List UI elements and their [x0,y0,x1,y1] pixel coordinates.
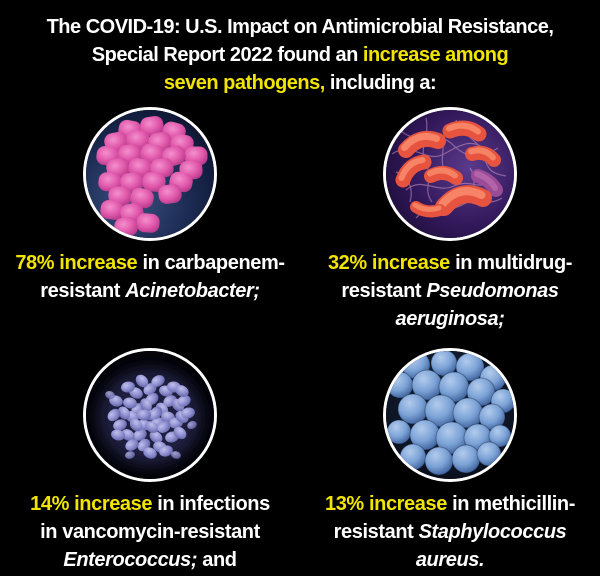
header-text: The COVID-19: U.S. Impact on Antimicrobi… [46,16,554,38]
caption-line: 14% increase in infections [30,490,270,518]
caption-line: in vancomycin-resistant [30,518,270,546]
staph-aureus-photo-ring [383,348,517,482]
purple-cocci-cluster [105,374,197,459]
header-text: including a: [324,72,437,94]
pathogen-name: Acinetobacter; [125,280,260,302]
header-line-2: Special Report 2022 found an increase am… [0,41,600,69]
blue-sphere-cluster [386,351,514,476]
caption-pseudomonas: 32% increase in multidrug- resistant Pse… [327,249,573,333]
pink-cocci-cluster [96,116,208,237]
pseudomonas-photo-ring [383,107,517,241]
pathogen-name: Staphylococcus [418,521,567,543]
caption-acinetobacter: 78% increase in carbapenem- resistant Ac… [15,249,285,305]
enterococcus-photo-ring [83,348,217,482]
stat-highlight: 13% increase [324,493,447,515]
header-text: Special Report 2022 found an [91,44,363,66]
caption-text: in infections [152,493,270,515]
caption-line: resistant Acinetobacter; [15,277,284,305]
pathogen-grid: 78% increase in carbapenem- resistant Ac… [0,107,600,574]
header-line-3: seven pathogens, including a: [0,69,600,97]
stat-highlight: 78% increase [15,252,138,274]
stat-highlight: 32% increase [327,252,450,274]
acinetobacter-photo-ring [83,107,217,241]
caption-text: resistant [341,280,427,302]
caption-text: in multidrug- [449,252,573,274]
caption-line: resistant Pseudomonas [328,277,572,305]
pathogen-name: Pseudomonas [426,280,559,302]
caption-text: in vancomycin-resistant [40,521,260,543]
pathogen-name: aureus. [415,549,485,571]
card-staph-aureus: 13% increase in methicillin- resistant S… [300,348,600,574]
header-line-1: The COVID-19: U.S. Impact on Antimicrobi… [0,13,600,41]
caption-line: aeruginosa; [328,305,572,333]
caption-text: and [197,549,237,571]
caption-enterococcus: 14% increase in infections in vancomycin… [30,490,270,574]
caption-line: resistant Staphylococcus [325,518,575,546]
caption-text: in methicillin- [446,493,576,515]
enterococcus-micrograph-image [86,351,214,479]
red-rod-bacteria [395,120,503,218]
caption-line: Enterococcus; and [30,546,270,574]
caption-line: 32% increase in multidrug- [327,249,573,277]
card-pseudomonas: 32% increase in multidrug- resistant Pse… [300,107,600,333]
caption-text: resistant [40,280,126,302]
acinetobacter-micrograph-image [86,110,214,238]
pseudomonas-micrograph-image [386,110,514,238]
card-enterococcus: 14% increase in infections in vancomycin… [0,348,300,574]
infographic-header: The COVID-19: U.S. Impact on Antimicrobi… [0,0,600,97]
caption-staph-aureus: 13% increase in methicillin- resistant S… [325,490,575,574]
pathogen-name: aeruginosa; [395,308,505,330]
caption-text: in carbapenem- [137,252,285,274]
card-acinetobacter: 78% increase in carbapenem- resistant Ac… [0,107,300,333]
staph-aureus-micrograph-image [386,351,514,479]
stat-highlight: 14% increase [30,493,153,515]
pathogen-name: Enterococcus; [63,549,198,571]
header-highlight-text: seven pathogens, [163,72,325,94]
caption-text: resistant [333,521,419,543]
caption-line: aureus. [325,546,575,574]
caption-line: 78% increase in carbapenem- [15,249,285,277]
header-highlight-text: increase among [362,44,509,66]
caption-line: 13% increase in methicillin- [325,490,575,518]
